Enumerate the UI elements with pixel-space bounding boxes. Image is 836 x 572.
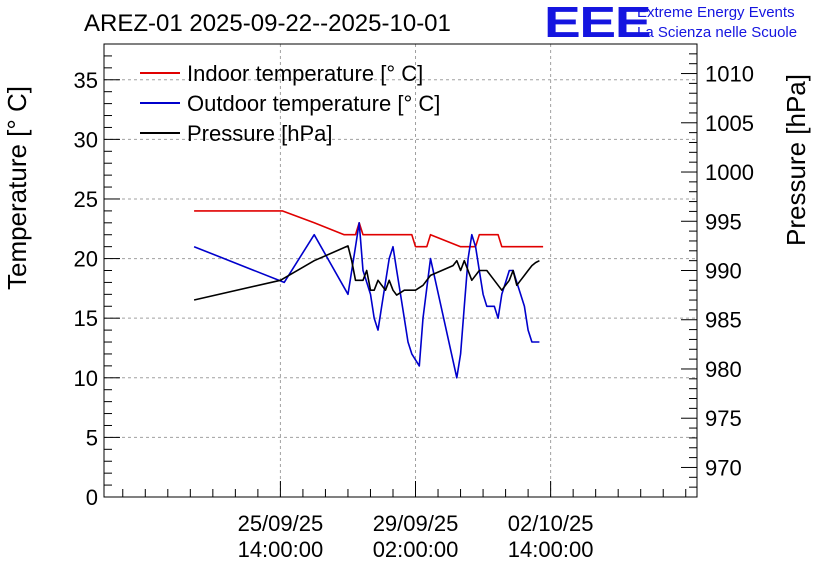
y-right-tick-label: 980 [705, 357, 742, 382]
logo-caption-line1: Extreme Energy Events [637, 4, 795, 21]
y-right-tick-label: 985 [705, 308, 742, 333]
y-axis-label-left: Temperature [° C] [2, 86, 32, 290]
series-line-1 [194, 210, 544, 248]
y-right-tick-label: 995 [705, 209, 742, 234]
logo-caption-line2: La Scienza nelle Scuole [637, 24, 798, 41]
y-right-tick-label: 1010 [705, 62, 754, 87]
x-tick-label-date: 25/09/25 [238, 511, 324, 536]
series-line-3 [193, 245, 540, 301]
axis-ticks: 0 5 10 15 20 25 30 35 970 975 980 985 990 995 1000 1005… [74, 43, 754, 562]
y-tick-label: 15 [74, 306, 98, 331]
series-layer [193, 210, 544, 379]
x-tick-label-date: 29/09/25 [373, 511, 459, 536]
series-line-2 [193, 222, 540, 379]
y-tick-label: 20 [74, 247, 98, 272]
legend-label-2: Outdoor temperature [° C] [187, 91, 440, 116]
y-tick-label: 5 [86, 425, 98, 450]
y-right-tick-label: 1005 [705, 111, 754, 136]
y-right-tick-label: 975 [705, 406, 742, 431]
legend-label-1: Indoor temperature [° C] [187, 61, 423, 86]
x-tick-label-date: 02/10/25 [508, 511, 594, 536]
eee-logo: EEE [544, 0, 652, 47]
grid-lines [104, 44, 697, 497]
y-tick-label: 10 [74, 366, 98, 391]
y-tick-label: 30 [74, 127, 98, 152]
x-tick-label-time: 02:00:00 [373, 537, 459, 562]
x-tick-label-time: 14:00:00 [238, 537, 324, 562]
y-right-tick-label: 970 [705, 455, 742, 480]
y-tick-label: 0 [86, 485, 98, 510]
y-tick-label: 25 [74, 187, 98, 212]
legend-label-3: Pressure [hPa] [187, 121, 333, 146]
chart-title: AREZ-01 2025-09-22--2025-10-01 [84, 10, 451, 37]
y-tick-label: 35 [74, 68, 98, 93]
y-axis-label-right: Pressure [hPa] [781, 74, 811, 246]
y-right-tick-label: 990 [705, 259, 742, 284]
x-tick-label-time: 14:00:00 [508, 537, 594, 562]
y-right-tick-label: 1000 [705, 160, 754, 185]
legend: Indoor temperature [° C] Outdoor temperat… [140, 61, 440, 146]
